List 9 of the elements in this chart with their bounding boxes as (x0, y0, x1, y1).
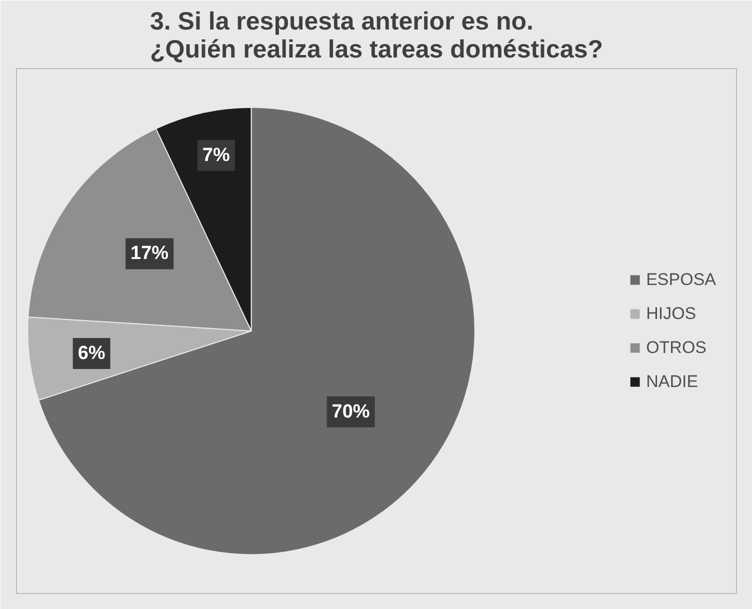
legend-label: NADIE (646, 372, 698, 392)
data-label: 17% (130, 243, 169, 264)
legend-label: ESPOSA (646, 270, 716, 290)
data-label: 7% (202, 144, 230, 166)
data-label: 70% (332, 401, 370, 422)
data-label: 6% (78, 343, 106, 364)
legend-label: HIJOS (646, 304, 696, 324)
chart-title: 3. Si la respuesta anterior es no. ¿Quién realiza las tareas domésticas? (150, 8, 603, 64)
legend-label: OTROS (646, 338, 707, 358)
